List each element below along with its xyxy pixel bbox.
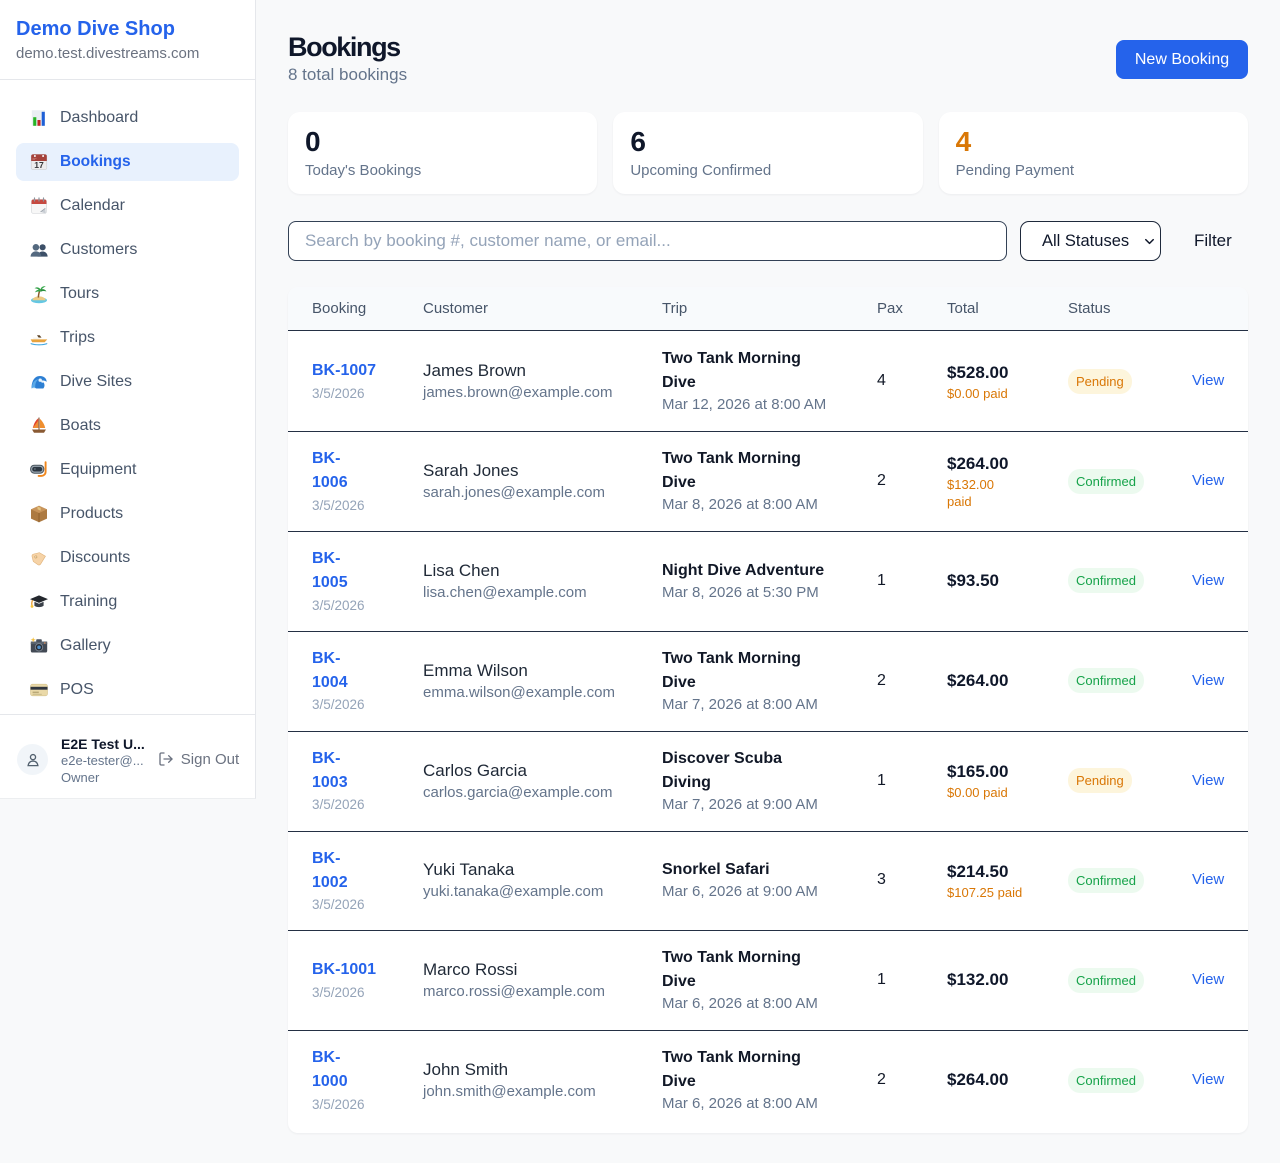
svg-text:17: 17 — [34, 160, 44, 170]
